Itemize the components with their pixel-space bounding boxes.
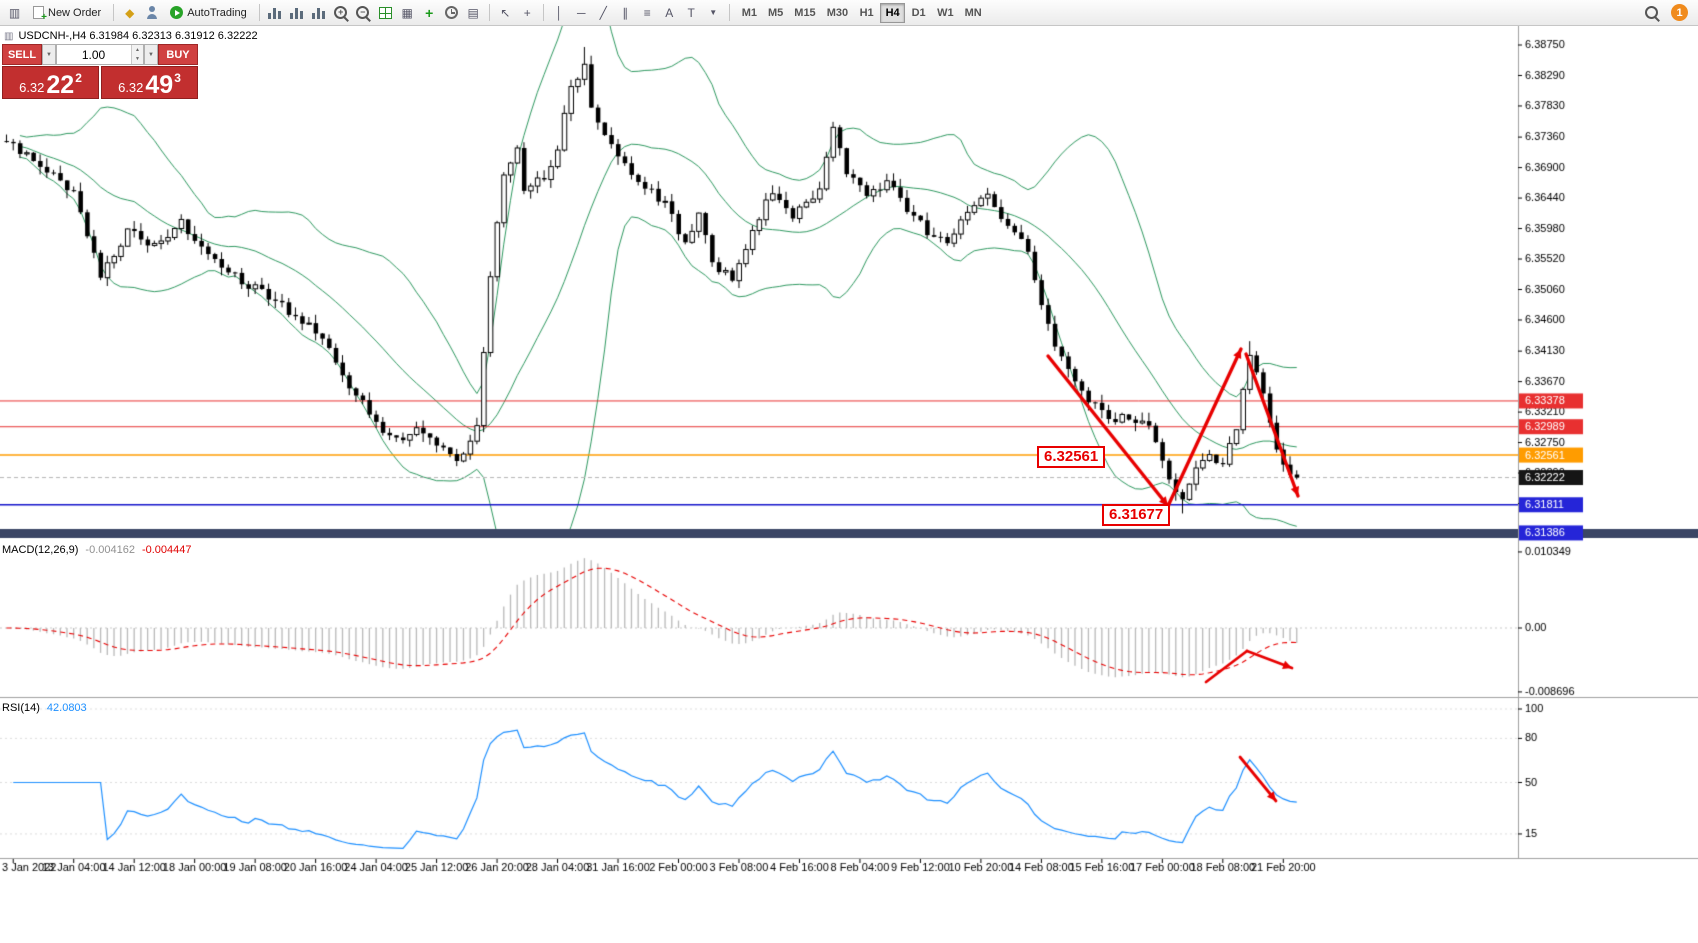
macd-signal-value: -0.004447 bbox=[141, 544, 192, 556]
fibonacci-icon[interactable]: ≡ bbox=[643, 5, 651, 20]
timeframe-m15-button[interactable]: M15 bbox=[789, 3, 820, 23]
add-chart-icon[interactable]: + bbox=[425, 4, 434, 21]
volume-down-button[interactable]: ▼ bbox=[132, 54, 143, 64]
symbol-info: ▥ USDCNH-,H4 6.31984 6.32313 6.31912 6.3… bbox=[4, 30, 258, 42]
autotrading-button[interactable]: AutoTrading bbox=[163, 2, 254, 24]
timeframe-h1-button[interactable]: H1 bbox=[854, 3, 879, 23]
sell-price-big: 22 bbox=[46, 70, 75, 99]
zoom-out-icon[interactable]: − bbox=[353, 2, 374, 23]
sell-options-dropdown[interactable]: ▼ bbox=[42, 44, 56, 65]
buy-price-big: 49 bbox=[145, 70, 174, 99]
volume-spinner: ▲ ▼ bbox=[131, 45, 143, 64]
buy-button[interactable]: BUY bbox=[158, 44, 198, 65]
macd-name: MACD(12,26,9) bbox=[2, 544, 79, 556]
toolbar-separator bbox=[258, 4, 260, 21]
autotrading-label: AutoTrading bbox=[187, 6, 247, 19]
price-annotation[interactable]: 6.31677 bbox=[1102, 504, 1171, 526]
shapes-dropdown-icon[interactable]: ▼ bbox=[709, 8, 718, 17]
timeframe-d1-button[interactable]: D1 bbox=[906, 3, 931, 23]
volume-up-button[interactable]: ▲ bbox=[132, 45, 143, 55]
new-order-label: New Order bbox=[48, 6, 102, 19]
toolbar-separator bbox=[113, 4, 115, 21]
chart-icon: ▥ bbox=[4, 30, 14, 42]
buy-price-sup: 3 bbox=[174, 71, 181, 85]
zoom-in-icon[interactable]: + bbox=[331, 2, 352, 23]
main-toolbar: ▥ New Order ◆ AutoTrading + − ▦ + ▤ ↖ + … bbox=[0, 0, 1698, 26]
period-clock-icon[interactable] bbox=[441, 2, 462, 23]
bar-chart-icon[interactable] bbox=[265, 2, 286, 23]
timeframe-mn-button[interactable]: MN bbox=[960, 3, 987, 23]
sell-price-sup: 2 bbox=[75, 71, 82, 85]
toolbar-separator bbox=[728, 4, 730, 21]
price-annotation[interactable]: 6.32561 bbox=[1037, 446, 1106, 468]
rsi-name: RSI(14) bbox=[2, 702, 40, 714]
trendline-icon[interactable]: ╱ bbox=[599, 5, 607, 20]
volume-input[interactable] bbox=[57, 45, 130, 64]
crosshair-icon[interactable]: + bbox=[523, 5, 531, 20]
price-chart-canvas[interactable] bbox=[0, 26, 1698, 943]
notification-badge[interactable]: 1 bbox=[1671, 4, 1688, 21]
rsi-value: 42.0803 bbox=[46, 702, 87, 714]
timeframe-bar: M1 M5 M15 M30 H1 H4 D1 W1 MN bbox=[737, 2, 987, 23]
one-click-trading-panel: SELL ▼ ▲ ▼ ▼ BUY 6.32 22 2 6.32 49 3 bbox=[2, 44, 198, 99]
macd-label: MACD(12,26,9) -0.004162 -0.004447 bbox=[2, 544, 192, 556]
sell-price-display[interactable]: 6.32 22 2 bbox=[2, 66, 99, 99]
buy-price-display[interactable]: 6.32 49 3 bbox=[101, 66, 198, 99]
rsi-label: RSI(14) 42.0803 bbox=[2, 702, 87, 714]
sell-button[interactable]: SELL bbox=[2, 44, 42, 65]
buy-options-dropdown[interactable]: ▼ bbox=[144, 44, 158, 65]
sell-price-small: 6.32 bbox=[19, 79, 45, 95]
chart-window-icon[interactable]: ▥ bbox=[8, 5, 21, 20]
macd-main-value: -0.004162 bbox=[85, 544, 135, 556]
new-order-icon bbox=[33, 6, 47, 23]
timeframe-h4-button[interactable]: H4 bbox=[880, 2, 906, 23]
text-label-icon[interactable]: T bbox=[687, 5, 695, 20]
new-order-button[interactable]: New Order bbox=[26, 2, 108, 24]
channel-icon[interactable]: ∥ bbox=[622, 5, 629, 20]
symbol-ohlc-text: USDCNH-,H4 6.31984 6.32313 6.31912 6.322… bbox=[18, 30, 258, 42]
timeframe-m5-button[interactable]: M5 bbox=[763, 3, 788, 23]
cursor-icon[interactable]: ↖ bbox=[500, 5, 511, 20]
toolbar-separator bbox=[488, 4, 490, 21]
text-tool-icon[interactable]: A bbox=[665, 5, 674, 20]
expert-advisors-icon[interactable]: ◆ bbox=[125, 5, 135, 20]
buy-price-small: 6.32 bbox=[118, 79, 144, 95]
toolbar-separator bbox=[542, 4, 544, 21]
volume-field: ▲ ▼ bbox=[56, 44, 144, 65]
timeframe-m30-button[interactable]: M30 bbox=[822, 3, 853, 23]
autotrading-icon bbox=[170, 6, 184, 19]
user-profile-icon[interactable] bbox=[141, 2, 162, 23]
vertical-line-icon[interactable]: │ bbox=[555, 5, 563, 20]
timeframe-w1-button[interactable]: W1 bbox=[932, 3, 959, 23]
grid-icon[interactable] bbox=[375, 2, 396, 23]
candlestick-chart-icon[interactable] bbox=[287, 2, 308, 23]
search-icon[interactable] bbox=[1641, 2, 1662, 23]
template-icon[interactable]: ▤ bbox=[467, 5, 479, 20]
horizontal-line-icon[interactable]: ─ bbox=[576, 5, 586, 20]
tile-windows-icon[interactable]: ▦ bbox=[401, 5, 413, 20]
timeframe-m1-button[interactable]: M1 bbox=[737, 3, 762, 23]
line-chart-icon[interactable] bbox=[309, 2, 330, 23]
